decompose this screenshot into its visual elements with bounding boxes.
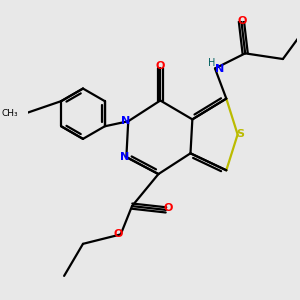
Text: O: O: [164, 203, 173, 213]
Text: O: O: [238, 16, 247, 26]
Text: CH₃: CH₃: [2, 109, 18, 118]
Text: S: S: [236, 130, 244, 140]
Text: N: N: [120, 152, 129, 162]
Text: N: N: [215, 64, 224, 74]
Text: H: H: [208, 58, 215, 68]
Text: N: N: [122, 116, 131, 126]
Text: O: O: [114, 230, 123, 239]
Text: O: O: [156, 61, 165, 71]
